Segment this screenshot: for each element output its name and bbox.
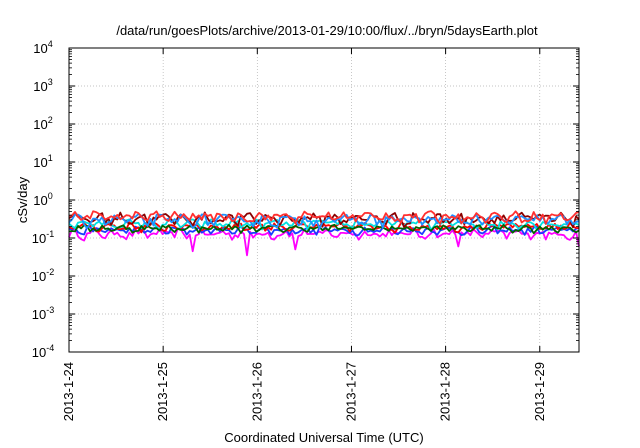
- grid: [69, 48, 579, 352]
- y-tick-label: 102: [33, 115, 52, 132]
- y-tick-label: 100: [33, 191, 52, 208]
- x-tick-label: 2013-1-26: [249, 362, 264, 421]
- y-tick-label: 10-3: [32, 305, 54, 322]
- series-line: [68, 223, 580, 235]
- y-axis-ticks: 10-4 10-3 10-2 10-1 100 101 102 103 104: [32, 39, 579, 360]
- x-axis-ticks: 2013-1-24 2013-1-25 2013-1-26 2013-1-27 2013…: [61, 48, 547, 421]
- x-axis-label: Coordinated Universal Time (UTC): [224, 430, 423, 445]
- y-tick-label: 101: [33, 153, 52, 170]
- series-line: [68, 213, 580, 230]
- y-tick-label: 104: [33, 39, 52, 56]
- y-tick-label: 10-2: [32, 267, 54, 284]
- x-tick-label: 2013-1-28: [438, 362, 453, 421]
- x-tick-label: 2013-1-29: [532, 362, 547, 421]
- series-line: [68, 210, 580, 225]
- y-axis-label: cSv/day: [15, 176, 30, 223]
- y-tick-label: 103: [33, 77, 52, 94]
- chart-title: /data/run/goesPlots/archive/2013-01-29/1…: [116, 23, 538, 38]
- x-tick-label: 2013-1-24: [61, 362, 76, 421]
- series-group: [68, 210, 580, 257]
- y-tick-label: 10-1: [32, 229, 54, 246]
- y-tick-label: 10-4: [32, 343, 54, 360]
- series-line: [68, 227, 580, 257]
- x-tick-label: 2013-1-25: [155, 362, 170, 421]
- x-tick-label: 2013-1-27: [343, 362, 358, 421]
